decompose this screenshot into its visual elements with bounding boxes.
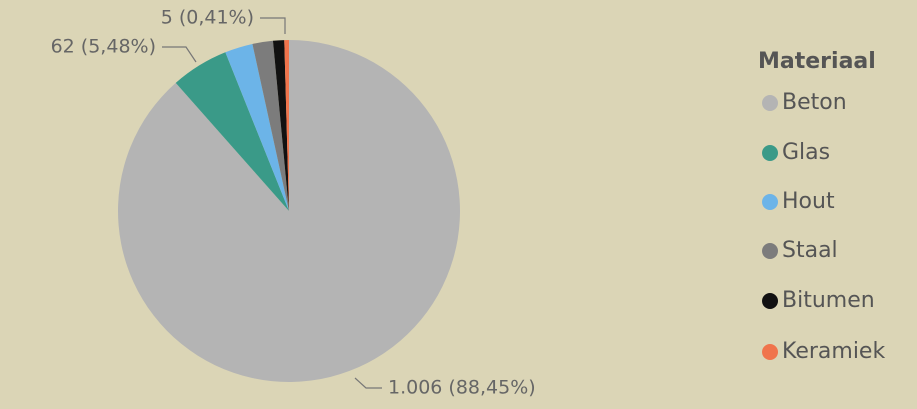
pie-slice xyxy=(175,52,289,211)
data-label: 1.006 (88,45%) xyxy=(388,377,536,399)
pie-slice xyxy=(225,43,289,212)
legend-marker xyxy=(762,243,778,259)
pie-slice xyxy=(272,40,289,211)
legend-marker xyxy=(762,95,778,111)
legend-marker xyxy=(762,344,778,360)
legend-label: Beton xyxy=(782,90,847,115)
leader-line xyxy=(354,377,382,389)
legend-label: Staal xyxy=(782,238,838,263)
data-label: 5 (0,41%) xyxy=(161,7,254,29)
legend-label: Hout xyxy=(782,189,835,214)
pie-slice xyxy=(252,40,289,211)
legend-marker xyxy=(762,145,778,161)
legend-marker xyxy=(762,194,778,210)
pie-slice xyxy=(284,40,289,211)
legend-label: Glas xyxy=(782,140,830,165)
leader-line xyxy=(260,17,286,34)
leader-line xyxy=(162,46,197,63)
data-label: 62 (5,48%) xyxy=(51,36,156,58)
legend-label: Bitumen xyxy=(782,288,875,313)
legend-marker xyxy=(762,293,778,309)
legend-label: Keramiek xyxy=(782,339,885,364)
legend-title: Materiaal xyxy=(758,49,876,74)
